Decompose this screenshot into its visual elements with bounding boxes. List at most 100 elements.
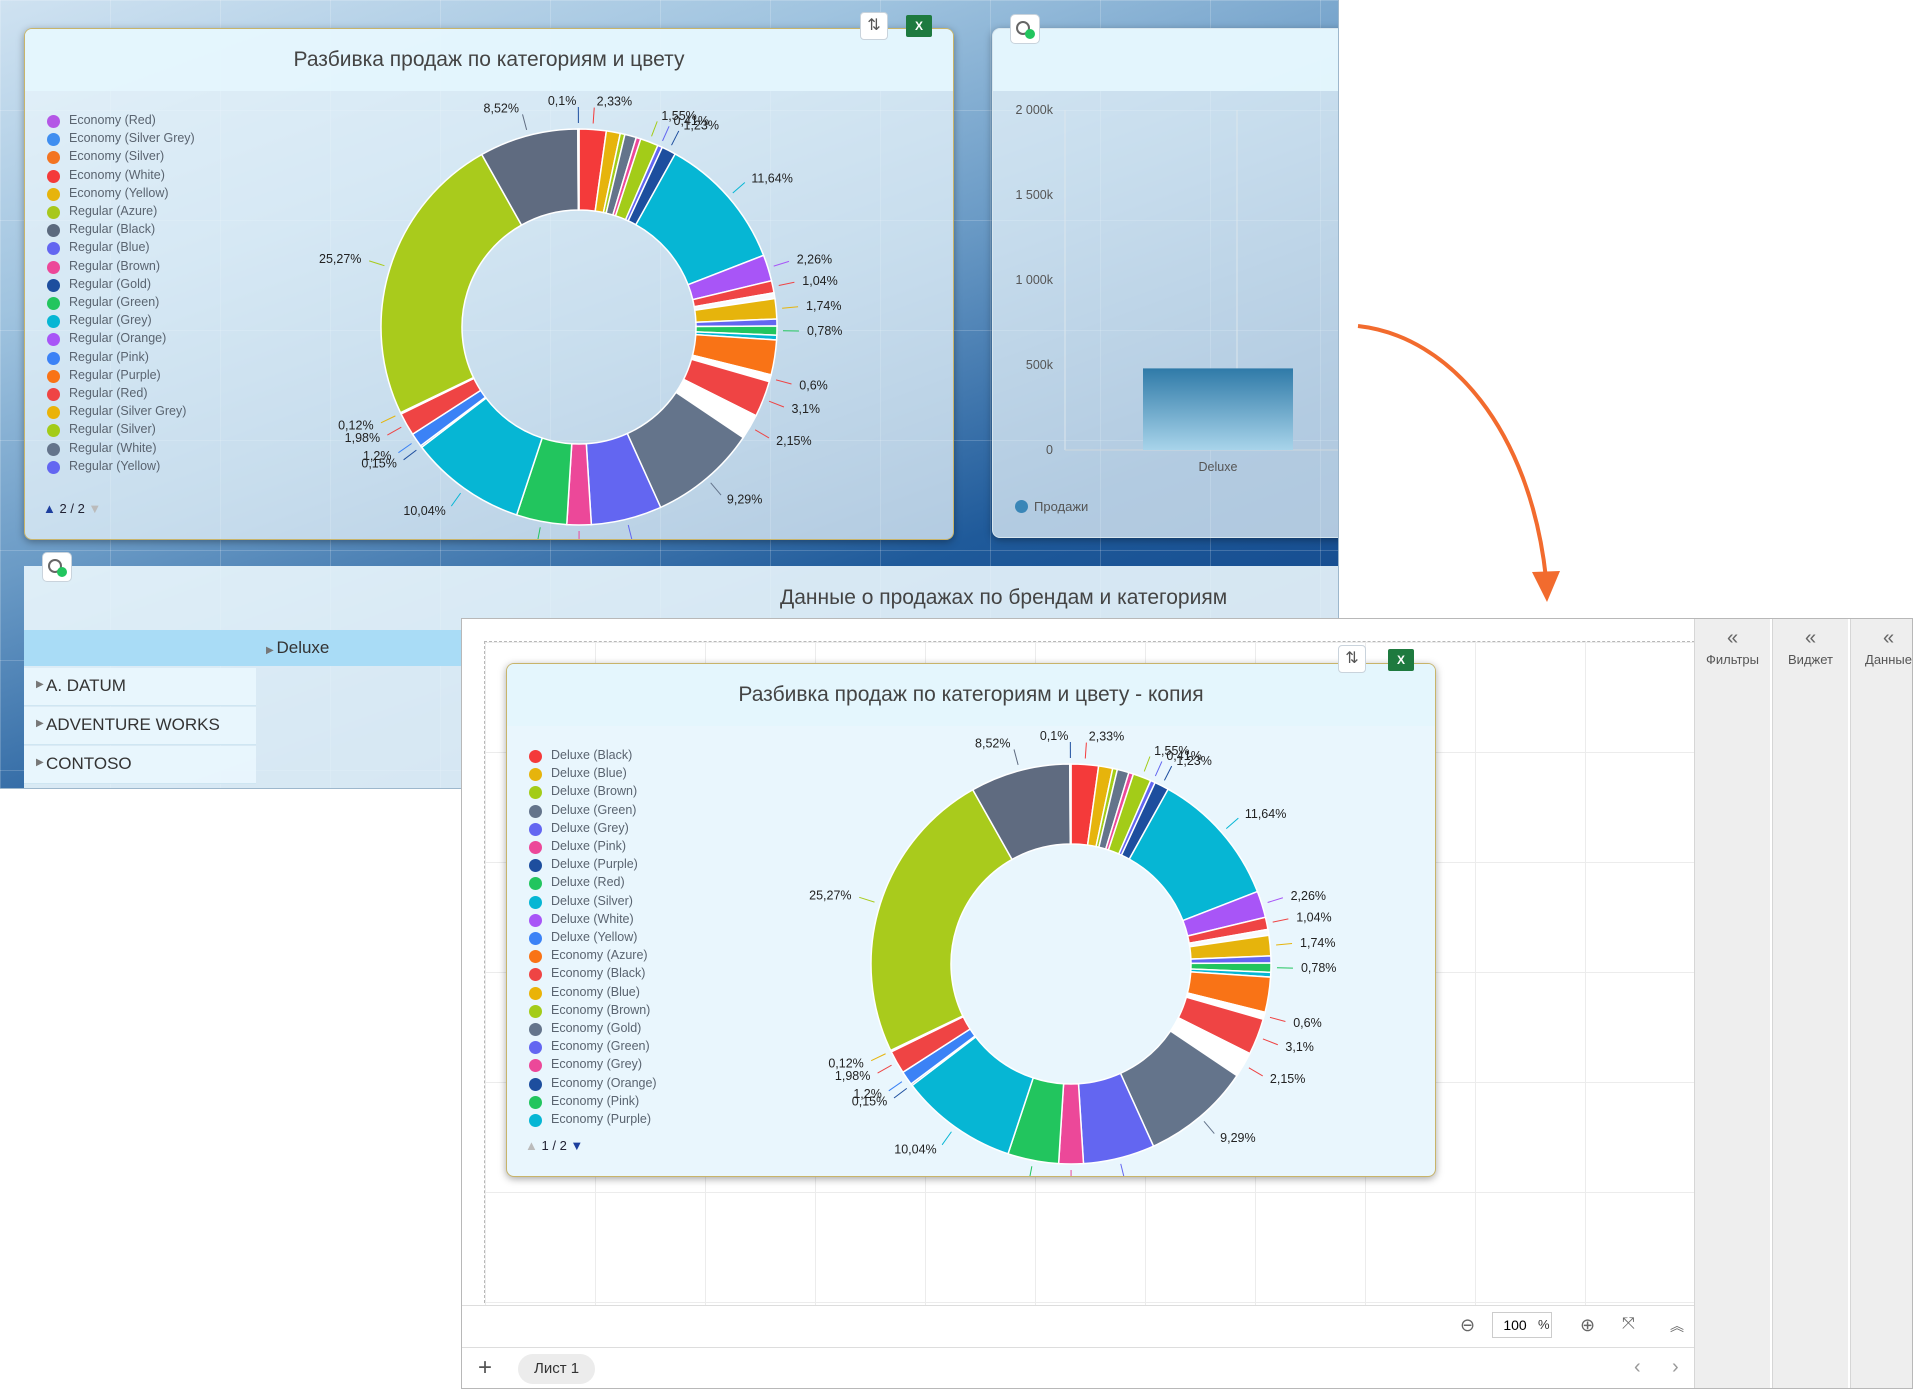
zoom-input[interactable] [1492, 1312, 1552, 1338]
table-row[interactable]: ▶ A. DATUM [24, 668, 256, 706]
expand-icon[interactable]: ▶ [36, 757, 44, 768]
side-panel-data[interactable]: « Данные [1850, 619, 1912, 1388]
legend-item[interactable]: Economy (Silver) [69, 149, 165, 164]
fit-screen-icon[interactable]: ⤧ [1622, 1315, 1635, 1332]
legend-dot [47, 206, 60, 219]
link-icon[interactable] [1010, 14, 1040, 44]
collapse-icon[interactable]: « [1726, 627, 1739, 649]
legend-item[interactable]: Economy (Brown) [551, 1002, 651, 1017]
donut-slice[interactable] [380, 153, 523, 414]
collapse-up-icon[interactable]: ︽ [1670, 1318, 1684, 1334]
donut-slice[interactable] [1069, 763, 1072, 845]
excel-export-icon[interactable]: X [1388, 649, 1414, 671]
legend-item[interactable]: Regular (Purple) [69, 367, 161, 382]
slice-label: 25,27% [319, 252, 361, 266]
legend-item[interactable]: Deluxe (Green) [551, 802, 637, 817]
legend-item[interactable]: Economy (Black) [551, 966, 646, 981]
legend-item[interactable]: Economy (Azure) [551, 948, 648, 963]
table-row[interactable]: ▶ ADVENTURE WORKS [24, 707, 256, 745]
sort-icon[interactable]: ⇅ [860, 12, 888, 40]
table-row[interactable]: ▶ CONTOSO [24, 746, 256, 784]
prev-sheet-icon[interactable]: ‹ [1634, 1356, 1641, 1378]
legend-item[interactable]: Regular (White) [69, 440, 157, 455]
collapse-icon[interactable]: « [1804, 627, 1817, 649]
legend-item[interactable]: Regular (Silver) [69, 422, 156, 437]
legend-item[interactable]: Regular (Gold) [69, 276, 151, 291]
bg-legend-pager[interactable]: ▲ 2 / 2 ▼ [43, 501, 101, 516]
legend-item[interactable]: Economy (White) [69, 167, 165, 182]
donut-slice[interactable] [577, 128, 580, 211]
legend-item[interactable]: Economy (Grey) [551, 1057, 642, 1072]
legend-dot [47, 460, 60, 474]
bg-bar-panel[interactable]: 2 000k 1 500k 1 000k 500k 0 Deluxe Продажи [992, 28, 1338, 538]
legend-item[interactable]: Regular (Grey) [69, 313, 152, 328]
legend-item[interactable]: Deluxe (Purple) [551, 857, 638, 872]
expand-icon[interactable]: ▶ [266, 645, 277, 656]
legend-item[interactable]: Regular (Black) [69, 222, 156, 237]
pager-up-icon[interactable]: ▲ [525, 1138, 538, 1153]
front-donut-panel[interactable]: Разбивка продаж по категориям и цвету - … [506, 663, 1436, 1177]
label-connector [732, 182, 746, 194]
legend-item[interactable]: Deluxe (Silver) [551, 893, 633, 908]
zoom-in-icon[interactable]: ⊕ [1580, 1315, 1596, 1335]
legend-item[interactable]: Economy (Green) [551, 1039, 650, 1054]
pager-down-icon[interactable]: ▼ [570, 1138, 584, 1153]
legend-item[interactable]: Deluxe (Brown) [551, 784, 638, 799]
bg-table-col[interactable]: ▶ Deluxe [266, 638, 329, 658]
legend-item[interactable]: Deluxe (Grey) [551, 820, 629, 835]
legend-item[interactable]: Regular (Orange) [69, 331, 167, 346]
label-connector [398, 443, 412, 454]
sheet-tab[interactable]: Лист 1 [518, 1354, 596, 1384]
legend-item[interactable]: Economy (Silver Grey) [69, 131, 195, 146]
label-connector [778, 281, 795, 286]
legend-item[interactable]: Deluxe (Black) [551, 748, 633, 762]
front-legend-pager[interactable]: ▲ 1 / 2 ▼ [525, 1138, 583, 1153]
legend-dot [529, 1023, 542, 1036]
legend-item[interactable]: Deluxe (Blue) [551, 766, 627, 781]
legend-item[interactable]: Regular (Azure) [69, 204, 158, 218]
side-panel-widget[interactable]: « Виджет [1772, 619, 1848, 1388]
expand-icon[interactable]: ▶ [36, 679, 44, 690]
legend-item[interactable]: Regular (Yellow) [69, 458, 161, 473]
side-panel-label: Фильтры [1705, 652, 1759, 667]
next-sheet-icon[interactable]: › [1672, 1356, 1679, 1378]
donut-slice[interactable] [870, 788, 1014, 1052]
legend-item[interactable]: Economy (Gold) [551, 1021, 642, 1035]
legend-item[interactable]: Economy (Red) [69, 113, 156, 127]
legend-item[interactable]: Economy (Pink) [551, 1093, 640, 1108]
label-connector [870, 1053, 886, 1062]
legend-item[interactable]: Economy (Yellow) [69, 185, 169, 200]
slice-label: 2,33% [597, 95, 632, 109]
legend-item[interactable]: Regular (Silver Grey) [69, 404, 187, 419]
label-connector [773, 260, 790, 267]
side-panel-filters[interactable]: « Фильтры [1694, 619, 1770, 1388]
legend-item[interactable]: Deluxe (White) [551, 911, 634, 926]
legend-item[interactable]: Economy (Orange) [551, 1075, 657, 1090]
slice-label: 0,15% [361, 456, 396, 470]
bar[interactable] [1143, 368, 1293, 450]
legend-item[interactable]: Deluxe (Yellow) [551, 930, 638, 944]
zoom-out-icon[interactable]: ⊖ [1460, 1315, 1476, 1335]
legend-item[interactable]: Regular (Blue) [69, 240, 150, 255]
legend-item[interactable]: Economy (Purple) [551, 1112, 652, 1126]
add-sheet-icon[interactable]: + [478, 1354, 493, 1381]
label-connector [380, 415, 396, 424]
bg-donut-panel[interactable]: Разбивка продаж по категориям и цвету Ec… [24, 28, 954, 540]
pager-up-icon[interactable]: ▲ [43, 501, 56, 516]
link-icon[interactable] [42, 552, 72, 582]
sort-icon[interactable]: ⇅ [1338, 645, 1366, 673]
pager-down-icon[interactable]: ▼ [88, 501, 102, 516]
legend-item[interactable]: Regular (Red) [69, 386, 148, 400]
bg-bar-head [993, 29, 1338, 91]
legend-item[interactable]: Deluxe (Pink) [551, 839, 627, 853]
legend-item[interactable]: Economy (Blue) [551, 984, 640, 999]
legend-item[interactable]: Regular (Green) [69, 295, 160, 309]
legend-item[interactable]: Regular (Pink) [69, 349, 149, 364]
legend-dot [47, 242, 60, 256]
excel-export-icon[interactable]: X [906, 15, 932, 37]
expand-icon[interactable]: ▶ [36, 718, 44, 729]
legend-item[interactable]: Regular (Brown) [69, 258, 161, 273]
legend-item[interactable]: Deluxe (Red) [551, 875, 625, 890]
collapse-icon[interactable]: « [1882, 627, 1895, 649]
legend-dot [529, 804, 542, 818]
